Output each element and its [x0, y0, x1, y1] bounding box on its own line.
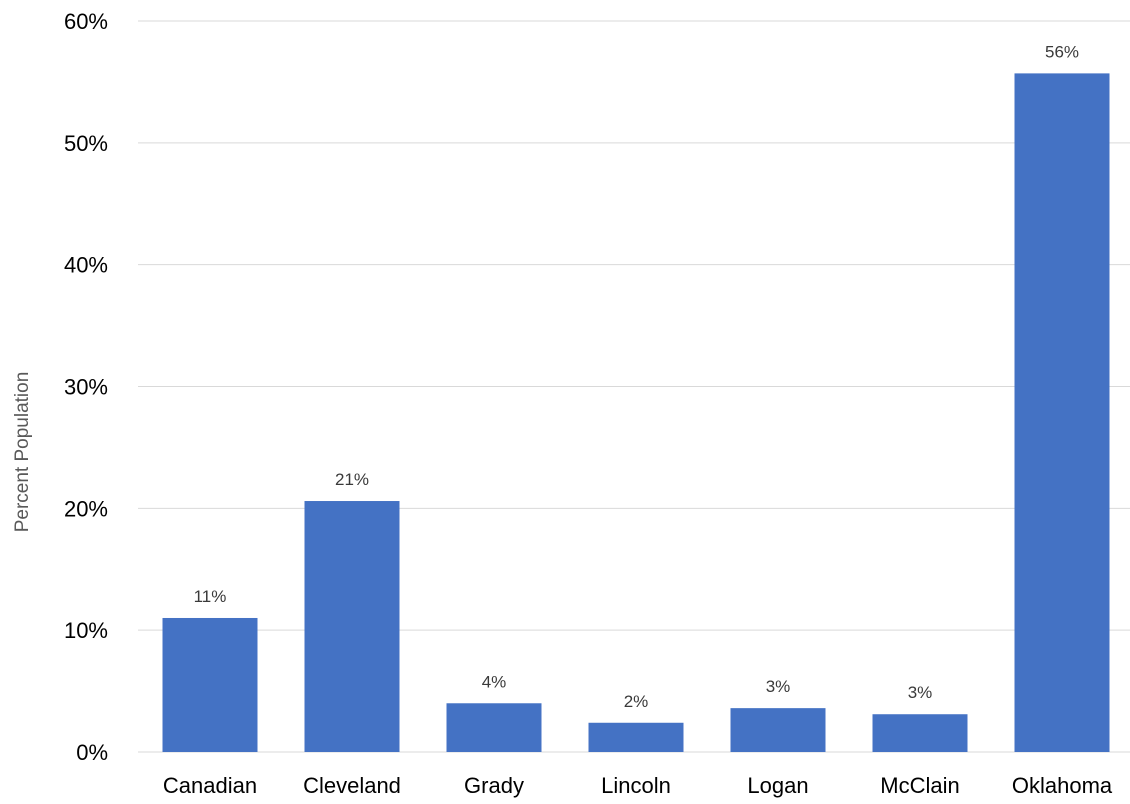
data-label-logan: 3% — [766, 677, 791, 696]
x-tick-label-cleveland: Cleveland — [303, 773, 401, 798]
y-tick-label: 10% — [64, 618, 108, 643]
x-tick-label-lincoln: Lincoln — [601, 773, 671, 798]
y-axis-ticks: 0% 10% 20% 30% 40% 50% 60% — [64, 9, 108, 765]
y-tick-label: 30% — [64, 375, 108, 400]
bar-canadian — [162, 617, 258, 752]
y-tick-label: 60% — [64, 9, 108, 34]
x-axis-categories: Canadian Cleveland Grady Lincoln Logan McClai… — [163, 773, 1113, 798]
bar-lincoln — [588, 722, 684, 752]
x-tick-label-grady: Grady — [464, 773, 524, 798]
data-label-lincoln: 2% — [624, 692, 649, 711]
y-tick-label: 40% — [64, 253, 108, 278]
data-label-grady: 4% — [482, 672, 507, 691]
x-tick-label-logan: Logan — [747, 773, 808, 798]
y-axis-title: Percent Population — [12, 372, 33, 533]
data-label-oklahoma: 56% — [1045, 42, 1079, 61]
bars — [162, 73, 1110, 753]
bar-logan — [730, 708, 826, 752]
y-tick-label: 0% — [76, 740, 108, 765]
bar-oklahoma — [1014, 73, 1110, 753]
data-label-canadian: 11% — [194, 587, 227, 606]
data-label-mcclain: 3% — [908, 683, 933, 702]
y-tick-label: 20% — [64, 496, 108, 521]
gridlines — [138, 20, 1130, 753]
y-tick-label: 50% — [64, 131, 108, 156]
x-tick-label-canadian: Canadian — [163, 773, 257, 798]
x-tick-label-oklahoma: Oklahoma — [1012, 773, 1113, 798]
x-tick-label-mcclain: McClain — [880, 773, 959, 798]
data-labels: 11% 21% 4% 2% 3% 3% 56% — [194, 42, 1079, 710]
bar-cleveland — [304, 501, 400, 752]
bar-mcclain — [872, 714, 968, 752]
data-label-cleveland: 21% — [335, 470, 369, 489]
bar-grady — [446, 703, 542, 752]
